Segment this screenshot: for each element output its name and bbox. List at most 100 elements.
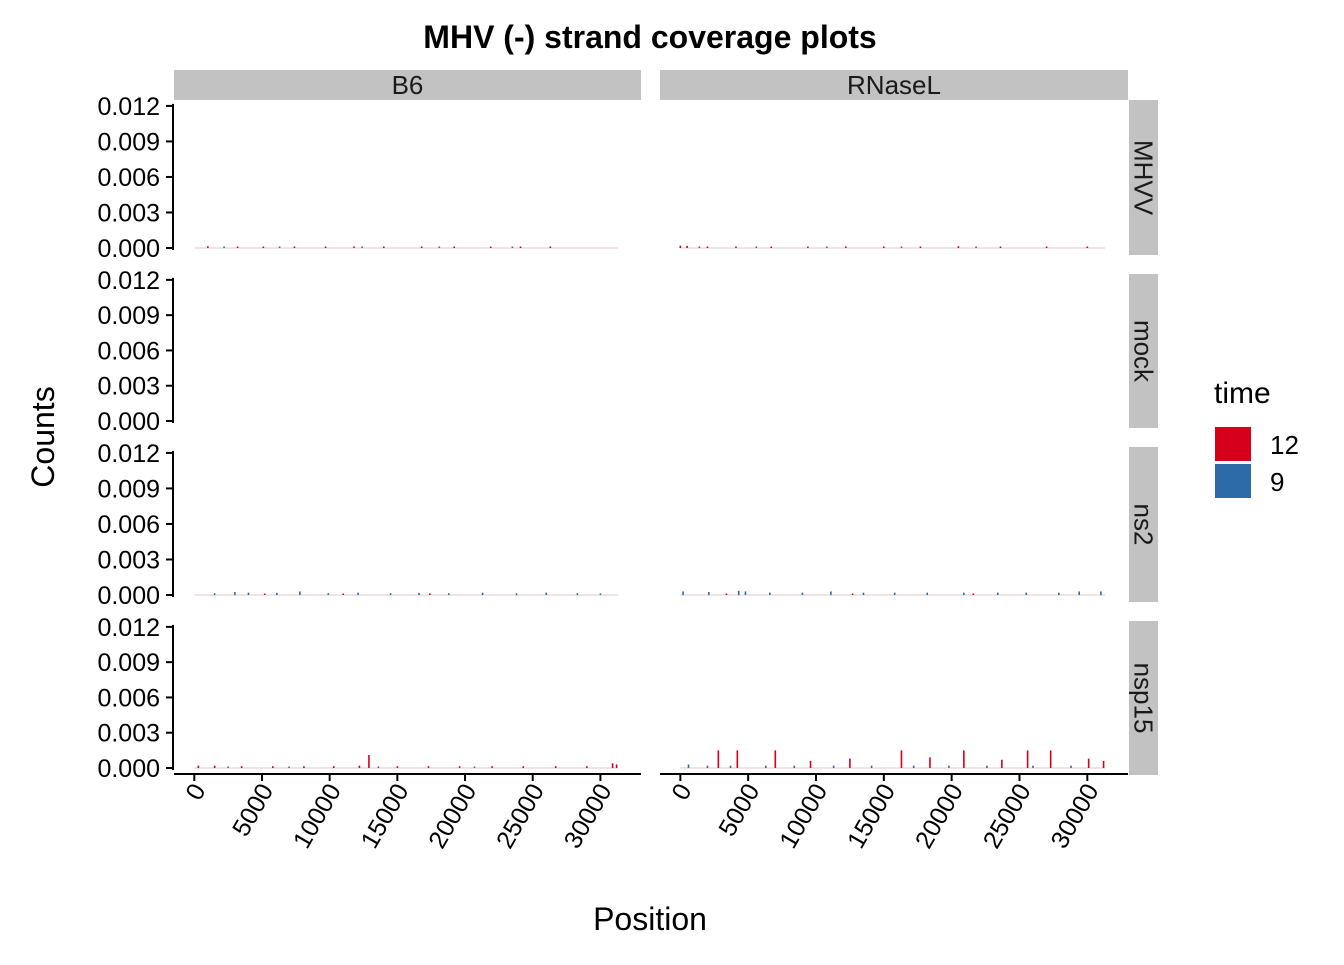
panel-rnasel-nsp15 xyxy=(680,750,1105,769)
legend-label: 9 xyxy=(1270,467,1284,497)
coverage-bar-12 xyxy=(963,750,965,768)
coverage-bar-9 xyxy=(963,592,965,595)
coverage-bar-12 xyxy=(207,246,209,248)
coverage-bar-12 xyxy=(1026,750,1029,768)
coverage-bar-9 xyxy=(975,246,977,248)
y-tick-label: 0.003 xyxy=(97,199,160,227)
coverage-bar-12 xyxy=(809,760,812,768)
coverage-bar-9 xyxy=(755,246,758,248)
x-tick-label: 5000 xyxy=(227,779,279,841)
coverage-bar-12 xyxy=(458,766,461,768)
coverage-bar-9 xyxy=(299,591,301,595)
facet-row-strip-ns2 xyxy=(1129,447,1158,602)
facet-row-strip-label: ns2 xyxy=(1129,504,1159,546)
coverage-bar-12 xyxy=(353,246,355,248)
x-tick-label: 5000 xyxy=(713,779,765,841)
coverage-bar-12 xyxy=(197,765,200,768)
x-tick-label: 10000 xyxy=(288,779,347,853)
coverage-bar-12 xyxy=(303,766,305,768)
coverage-bar-12 xyxy=(706,246,709,248)
coverage-bar-9 xyxy=(769,592,771,595)
coverage-bar-12 xyxy=(1001,759,1003,768)
facet-row-strip-label: nsp15 xyxy=(1129,663,1159,734)
coverage-bar-9 xyxy=(361,246,363,248)
coverage-bar-12 xyxy=(736,750,739,768)
y-tick-label: 0.000 xyxy=(97,582,160,610)
coverage-bar-12 xyxy=(1087,758,1090,768)
y-tick-label: 0.006 xyxy=(97,511,160,539)
coverage-bar-9 xyxy=(545,592,548,595)
coverage-bar-12 xyxy=(999,246,1002,248)
coverage-bar-12 xyxy=(491,766,493,768)
coverage-bar-12 xyxy=(900,750,903,768)
y-tick-label: 0.009 xyxy=(97,128,160,156)
coverage-bar-9 xyxy=(912,765,915,768)
coverage-bar-9 xyxy=(515,593,518,595)
coverage-bar-12 xyxy=(429,593,431,595)
coverage-bar-9 xyxy=(737,590,740,595)
y-tick-label: 0.000 xyxy=(97,408,160,436)
y-tick-label: 0.012 xyxy=(97,440,160,468)
coverage-bar-12 xyxy=(851,593,854,595)
coverage-bar-9 xyxy=(481,592,484,595)
coverage-bar-9 xyxy=(729,765,732,768)
coverage-bar-12 xyxy=(849,758,851,768)
x-tick-label: 0 xyxy=(666,779,697,805)
coverage-bar-9 xyxy=(576,593,579,595)
legend-key-9 xyxy=(1215,464,1251,498)
coverage-bar-9 xyxy=(511,246,514,248)
x-tick-label: 15000 xyxy=(356,779,415,853)
coverage-bar-12 xyxy=(263,593,266,595)
coverage-bar-12 xyxy=(717,750,720,768)
coverage-bar-12 xyxy=(1049,750,1052,768)
coverage-bar-9 xyxy=(893,592,896,595)
coverage-bar-9 xyxy=(682,591,684,595)
coverage-bar-9 xyxy=(708,592,710,595)
coverage-bar-9 xyxy=(870,765,873,768)
coverage-bar-12 xyxy=(586,766,588,768)
coverage-bar-12 xyxy=(342,593,345,595)
chart-title: MHV (-) strand coverage plots xyxy=(423,19,876,55)
coverage-bar-9 xyxy=(698,246,701,248)
panel-b6-mhvv xyxy=(194,246,618,249)
coverage-bar-12 xyxy=(686,245,688,248)
coverage-bar-9 xyxy=(599,593,602,595)
coverage-bar-9 xyxy=(1070,765,1072,768)
facet-strip-label: B6 xyxy=(392,70,424,100)
legend: 129 xyxy=(1215,427,1299,498)
coverage-bar-9 xyxy=(213,593,216,595)
coverage-bar-12 xyxy=(262,246,265,248)
y-tick-label: 0.003 xyxy=(97,373,160,401)
panel-b6-ns2 xyxy=(194,591,618,596)
coverage-bar-9 xyxy=(1100,591,1102,595)
panel-rnasel-mhvv xyxy=(679,245,1105,249)
coverage-bar-9 xyxy=(223,246,225,248)
coverage-bar-9 xyxy=(278,246,281,248)
coverage-bar-9 xyxy=(438,246,441,248)
coverage-bar-9 xyxy=(247,592,250,595)
coverage-bar-12 xyxy=(383,246,385,248)
y-tick-label: 0.006 xyxy=(97,684,160,712)
coverage-bar-9 xyxy=(1032,765,1034,768)
x-axis-title: Position xyxy=(593,901,707,937)
coverage-bar-12 xyxy=(332,766,335,768)
x-tick-label: 30000 xyxy=(559,779,618,853)
coverage-bar-9 xyxy=(327,593,330,595)
coverage-bar-12 xyxy=(272,766,274,768)
coverage-bar-12 xyxy=(324,246,327,248)
coverage-bar-12 xyxy=(368,755,370,768)
y-tick-label: 0.006 xyxy=(97,337,160,365)
coverage-bar-12 xyxy=(1086,246,1089,248)
x-tick-label: 25000 xyxy=(491,779,550,853)
coverage-bar-12 xyxy=(972,593,975,595)
coverage-bar-9 xyxy=(418,592,420,595)
coverage-bar-12 xyxy=(1102,760,1105,768)
panel-b6-nsp15 xyxy=(194,755,618,769)
y-tick-label: 0.012 xyxy=(97,93,160,121)
x-tick-label: 0 xyxy=(180,779,211,805)
coverage-bar-12 xyxy=(1045,246,1048,248)
coverage-bar-9 xyxy=(706,765,709,768)
coverage-bar-9 xyxy=(276,592,278,595)
